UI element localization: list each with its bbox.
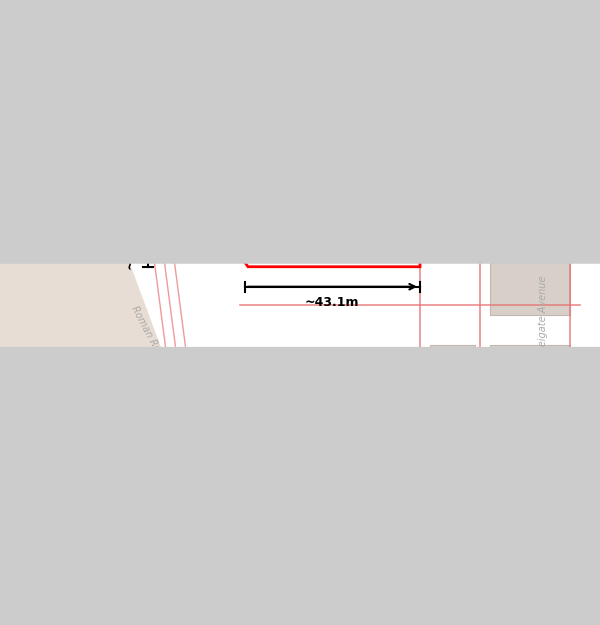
Text: 78: 78 <box>328 234 353 252</box>
Polygon shape <box>490 344 570 414</box>
Polygon shape <box>490 245 570 314</box>
Polygon shape <box>460 469 530 524</box>
Text: ~10.7m: ~10.7m <box>124 214 137 269</box>
Polygon shape <box>400 85 470 135</box>
Text: ~43.1m: ~43.1m <box>305 296 359 309</box>
Polygon shape <box>430 344 475 414</box>
Text: Reigate Avenue: Reigate Avenue <box>538 276 548 353</box>
Text: Map shows position and indicative extent of the property.: Map shows position and indicative extent… <box>120 48 480 61</box>
Polygon shape <box>460 394 530 454</box>
Text: 78, ROMAN ROAD, MIDDLESBROUGH, TS5 5QE: 78, ROMAN ROAD, MIDDLESBROUGH, TS5 5QE <box>103 14 497 29</box>
Polygon shape <box>232 217 420 267</box>
Polygon shape <box>480 85 560 140</box>
Polygon shape <box>330 95 390 145</box>
Text: ~379m²/~0.094ac.: ~379m²/~0.094ac. <box>230 182 389 198</box>
Text: Emerson Avenue: Emerson Avenue <box>353 494 447 504</box>
Polygon shape <box>0 75 230 534</box>
Polygon shape <box>240 95 320 155</box>
Polygon shape <box>260 170 315 225</box>
Text: Contains OS data © Crown copyright and database right 2021. This information is : Contains OS data © Crown copyright and d… <box>12 548 590 592</box>
Polygon shape <box>370 394 450 454</box>
Polygon shape <box>490 165 570 235</box>
Text: Roman
Road: Roman Road <box>14 166 46 203</box>
Polygon shape <box>0 75 230 534</box>
Polygon shape <box>370 469 450 524</box>
Text: Roman Road: Roman Road <box>129 305 167 364</box>
Polygon shape <box>330 165 390 225</box>
